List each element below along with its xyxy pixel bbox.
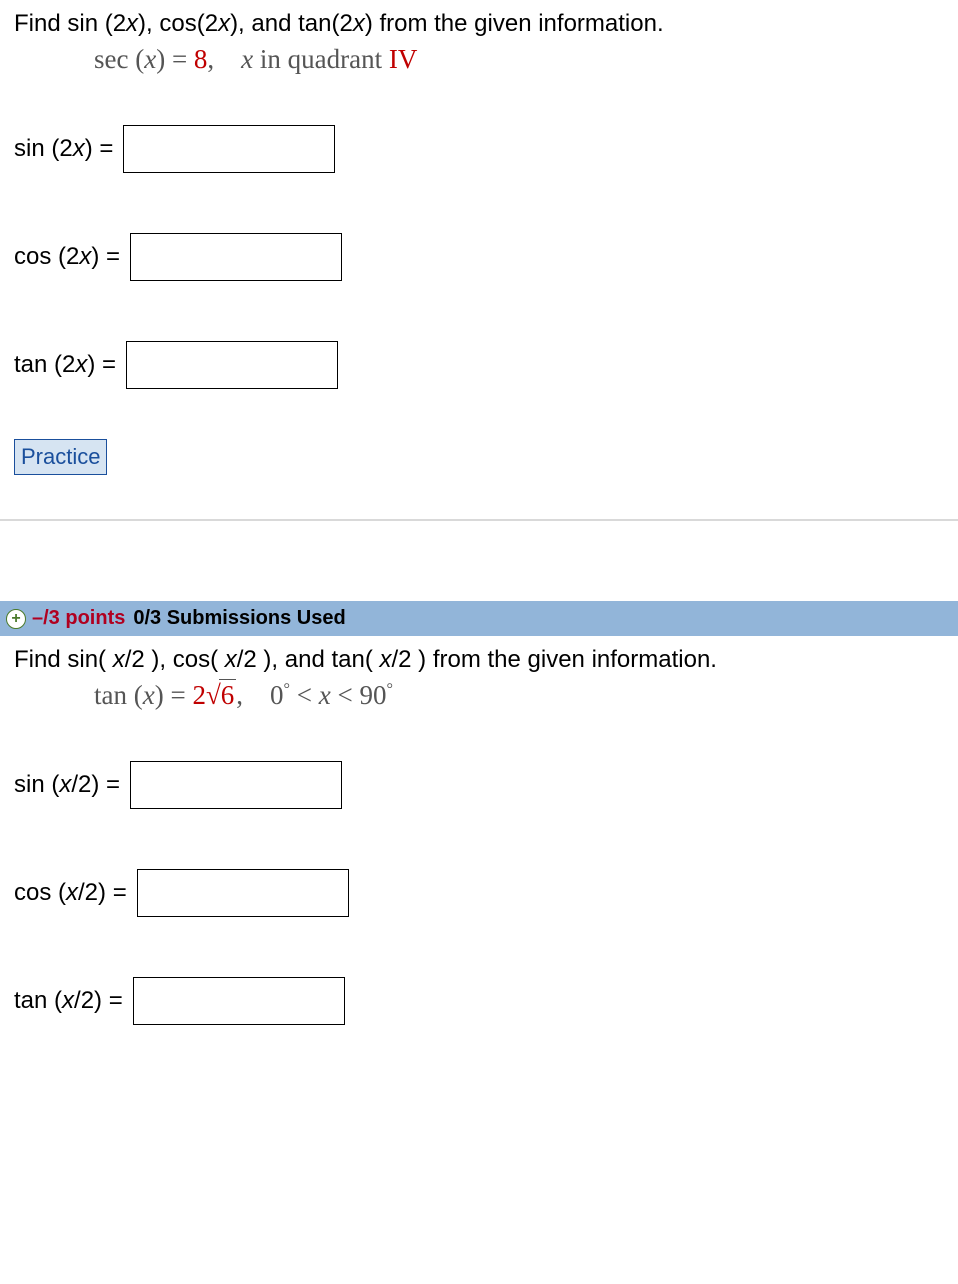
submissions-text: 0/3 Submissions Used <box>133 607 345 630</box>
input-tanxhalf[interactable] <box>133 977 345 1025</box>
answer-row-tanxhalf: tan (x/2) = <box>14 977 944 1025</box>
label-cos2x: cos (2x) = <box>14 243 120 271</box>
question-2: Find sin( x/2 ), cos( x/2 ), and tan( x/… <box>0 636 958 1055</box>
question-header-bar: + –/3 points 0/3 Submissions Used <box>0 601 958 636</box>
label-sin2x: sin (2x) = <box>14 135 113 163</box>
input-sin2x[interactable] <box>123 125 335 173</box>
question-2-equation: tan (x) = 26, 0° < x < 90° <box>94 680 944 711</box>
label-sinxhalf: sin (x/2) = <box>14 771 120 799</box>
input-cosxhalf[interactable] <box>137 869 349 917</box>
input-tan2x[interactable] <box>126 341 338 389</box>
practice-button[interactable]: Practice <box>14 439 107 475</box>
input-sinxhalf[interactable] <box>130 761 342 809</box>
answer-row-sin2x: sin (2x) = <box>14 125 944 173</box>
label-cosxhalf: cos (x/2) = <box>14 879 127 907</box>
question-1-prompt: Find sin (2x), cos(2x), and tan(2x) from… <box>14 10 944 38</box>
section-divider <box>0 519 958 521</box>
label-tan2x: tan (2x) = <box>14 351 116 379</box>
question-2-prompt: Find sin( x/2 ), cos( x/2 ), and tan( x/… <box>14 646 944 674</box>
answer-row-cos2x: cos (2x) = <box>14 233 944 281</box>
answer-row-cosxhalf: cos (x/2) = <box>14 869 944 917</box>
points-text: –/3 points <box>32 607 125 630</box>
sqrt-icon: 6 <box>206 680 236 711</box>
expand-icon[interactable]: + <box>6 609 26 629</box>
answer-row-sinxhalf: sin (x/2) = <box>14 761 944 809</box>
question-1: Find sin (2x), cos(2x), and tan(2x) from… <box>0 0 958 495</box>
answer-row-tan2x: tan (2x) = <box>14 341 944 389</box>
input-cos2x[interactable] <box>130 233 342 281</box>
label-tanxhalf: tan (x/2) = <box>14 987 123 1015</box>
question-1-equation: sec (x) = 8, x in quadrant IV <box>94 44 944 75</box>
